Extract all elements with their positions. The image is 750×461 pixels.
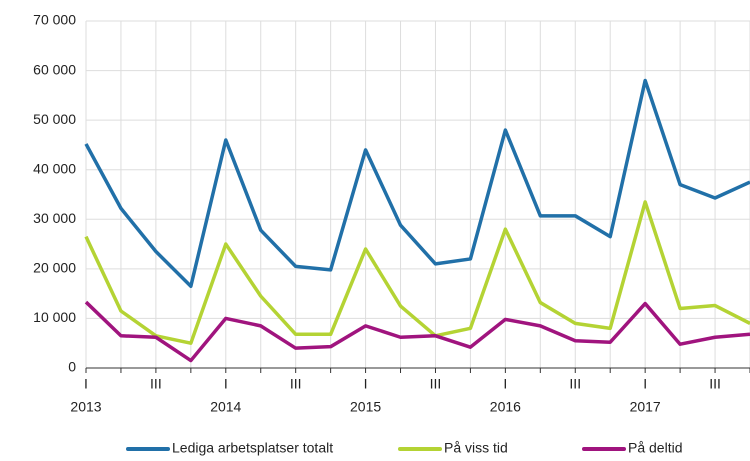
x-tick-label: III — [430, 376, 442, 392]
legend-label: På deltid — [628, 440, 682, 456]
x-tick-label: I — [84, 376, 88, 392]
y-tick-label: 60 000 — [33, 61, 76, 77]
year-label: 2015 — [350, 399, 381, 415]
series-line — [84, 78, 750, 288]
legend-label: Lediga arbetsplatser totalt — [172, 440, 333, 456]
y-tick-label: 40 000 — [33, 160, 76, 176]
year-label: 2013 — [70, 399, 101, 415]
year-label: 2016 — [490, 399, 521, 415]
x-tick-label: III — [709, 376, 721, 392]
y-tick-label: 70 000 — [33, 12, 76, 28]
x-tick-label: I — [503, 376, 507, 392]
legend-label: På viss tid — [444, 440, 508, 456]
y-tick-label: 20 000 — [33, 260, 76, 276]
x-tick-label: I — [224, 376, 228, 392]
y-tick-label: 0 — [68, 359, 76, 375]
year-label: 2017 — [630, 399, 661, 415]
x-tick-label: III — [569, 376, 581, 392]
x-tick-label: I — [364, 376, 368, 392]
x-tick-label: III — [290, 376, 302, 392]
y-tick-label: 30 000 — [33, 210, 76, 226]
series-line — [84, 200, 750, 345]
x-tick-label: I — [643, 376, 647, 392]
series-line — [84, 300, 750, 363]
y-tick-label: 50 000 — [33, 111, 76, 127]
x-tick-label: III — [150, 376, 162, 392]
y-tick-label: 10 000 — [33, 309, 76, 325]
year-label: 2014 — [210, 399, 241, 415]
